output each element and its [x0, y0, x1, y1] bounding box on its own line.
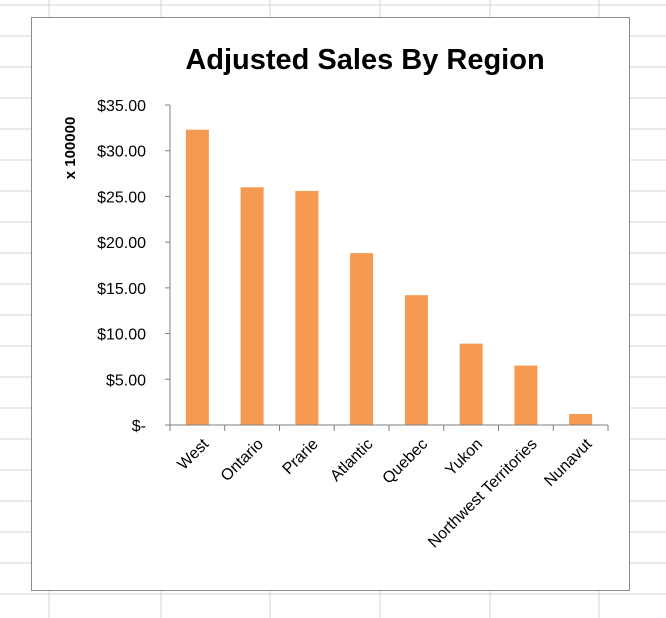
y-tick-label: $30.00 [97, 144, 146, 161]
chart-frame[interactable] [31, 17, 630, 591]
y-tick-label: $25.00 [97, 189, 146, 206]
x-tick-label: Ontario [218, 436, 267, 485]
bar-nunavut [569, 414, 593, 425]
bar-atlantic [350, 253, 374, 425]
bar-ontario [240, 187, 264, 425]
y-tick-label: $- [132, 418, 146, 435]
x-axis-ticks [169, 425, 609, 431]
bars [185, 129, 593, 425]
x-tick-label: Prarie [279, 436, 321, 478]
y-tick-label: $10.00 [97, 327, 146, 344]
bar-west [185, 129, 209, 425]
bar-northwest-territories [514, 365, 538, 425]
x-tick-label: Yukon [442, 436, 485, 479]
chart-title: Adjusted Sales By Region [185, 44, 544, 76]
x-tick-label: Quebec [380, 436, 432, 488]
x-tick-label: Atlantic [327, 436, 376, 485]
bar-yukon [459, 343, 483, 425]
y-tick-label: $5.00 [106, 372, 146, 389]
y-axis-ticks: $- $5.00 $10.00 $15.00 $20.00 $25.00 $30.00 $35… [97, 98, 170, 435]
bar-quebec [404, 295, 428, 425]
bar-prarie [295, 190, 319, 425]
y-tick-label: $35.00 [97, 98, 146, 115]
y-tick-label: $15.00 [97, 281, 146, 298]
x-tick-label: Nunavut [541, 435, 596, 490]
y-axis-label: x 100000 [62, 117, 79, 180]
x-tick-label: Northwest Territories [425, 436, 541, 552]
y-tick-label: $20.00 [97, 235, 146, 252]
x-axis-labels: West Ontario Prarie Atlantic Quebec YukonNort… [175, 435, 596, 551]
x-tick-label: West [175, 435, 213, 473]
